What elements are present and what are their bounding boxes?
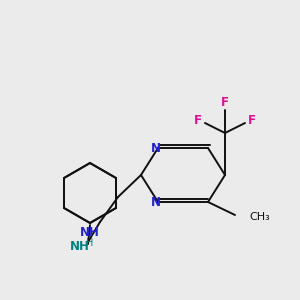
Text: H: H [86,238,94,248]
Text: CH₃: CH₃ [249,212,270,222]
Text: NH: NH [80,226,100,239]
Text: NH: NH [70,241,90,254]
Text: N: N [151,196,161,208]
Text: F: F [194,113,202,127]
Text: F: F [221,97,229,110]
Text: F: F [248,113,256,127]
Text: N: N [151,142,161,154]
